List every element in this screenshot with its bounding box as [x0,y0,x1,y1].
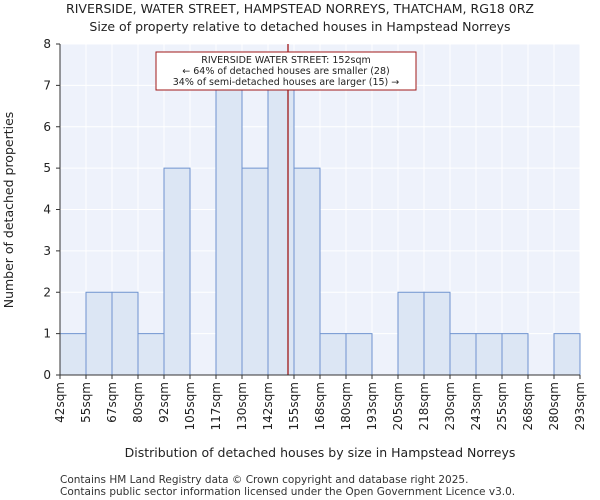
x-tick-label: 180sqm [339,382,353,430]
y-tick-labels: 0 1 2 3 4 5 6 7 8 [43,37,60,382]
x-tick-labels: 42sqm 55sqm 67sqm 80sqm 92sqm 105sqm 117sqm 130… [53,375,587,430]
annotation-box: RIVERSIDE WATER STREET: 152sqm ← 64% of … [155,51,417,91]
y-tick-label: 8 [43,37,51,51]
x-tick-label: 280sqm [547,382,561,430]
x-tick-label: 193sqm [365,382,379,430]
annotation-frame [155,51,417,91]
x-tick-label: 67sqm [105,382,119,423]
bar-168sqm [319,333,347,376]
bar-205sqm [397,291,425,376]
bar-155sqm [293,167,321,376]
annotation-line-2: ← 64% of detached houses are smaller (28… [182,66,389,77]
y-tick-label: 1 [43,327,51,341]
x-tick-label: 268sqm [521,382,535,430]
x-tick-label: 105sqm [183,382,197,430]
y-tick-label: 4 [43,203,51,217]
x-tick-label: 155sqm [287,382,301,430]
bar-280sqm [553,333,581,376]
x-tick-label: 168sqm [313,382,327,430]
y-tick-label: 2 [43,285,51,299]
x-tick-label: 80sqm [131,382,145,423]
chart-subtitle: Size of property relative to detached ho… [89,19,510,34]
bar-243sqm [475,333,503,376]
bar-255sqm [501,333,529,376]
x-tick-label: 218sqm [417,382,431,430]
bar-42sqm [59,333,87,376]
x-tick-label: 117sqm [209,382,223,430]
x-tick-label: 243sqm [469,382,483,430]
bar-180sqm [345,333,373,376]
footer-line-2: Contains public sector information licen… [60,486,515,498]
annotation-line-1: RIVERSIDE WATER STREET: 152sqm [201,55,371,66]
bar-92sqm [163,167,191,376]
y-tick-label: 6 [43,120,51,134]
y-tick-label: 0 [43,368,51,382]
y-axis-label: Number of detached properties [1,112,16,309]
bar-230sqm [449,333,477,376]
bar-142sqm [267,84,295,376]
footer-line-1: Contains HM Land Registry data © Crown c… [60,474,468,486]
bar-55sqm [85,291,113,376]
bar-218sqm [423,291,451,376]
x-tick-label: 255sqm [495,382,509,430]
y-tick-label: 7 [43,78,51,92]
x-tick-label: 205sqm [391,382,405,430]
x-tick-label: 142sqm [261,382,275,430]
y-tick-label: 3 [43,244,51,258]
bar-130sqm [241,167,269,376]
bar-67sqm [111,291,139,376]
annotation-line-3: 34% of semi-detached houses are larger (… [173,77,400,88]
x-tick-label: 92sqm [157,382,171,423]
chart-title: RIVERSIDE, WATER STREET, HAMPSTEAD NORRE… [66,1,534,16]
x-tick-label: 55sqm [79,382,93,423]
x-tick-label: 230sqm [443,382,457,430]
bar-117sqm [215,84,243,376]
y-tick-label: 5 [43,161,51,175]
x-tick-label: 130sqm [235,382,249,430]
bar-80sqm [137,333,165,376]
x-tick-label: 42sqm [53,382,67,423]
x-tick-label: 293sqm [573,382,587,430]
x-axis-label: Distribution of detached houses by size … [125,445,516,460]
bars [59,84,581,376]
